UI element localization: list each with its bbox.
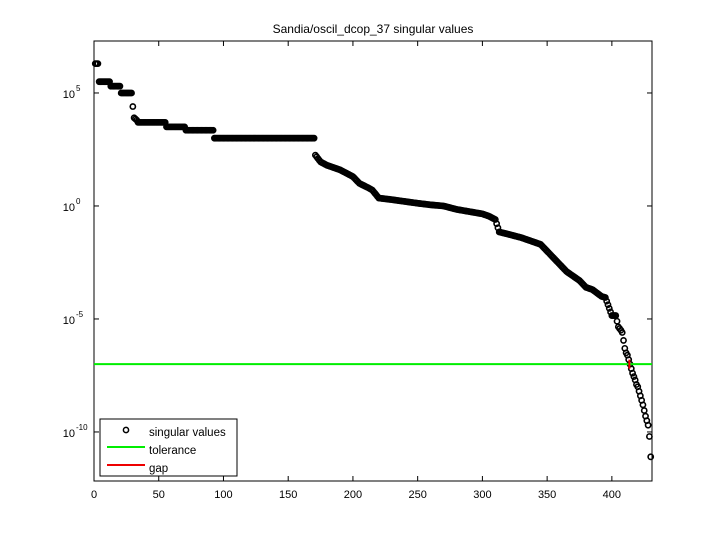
data-point <box>604 301 612 309</box>
data-point <box>646 433 653 440</box>
data-point <box>128 89 135 97</box>
x-tick-label: 0 <box>91 489 97 501</box>
y-tick-exponent: 0 <box>76 197 81 206</box>
data-point <box>644 421 652 429</box>
x-tick-label: 50 <box>153 489 165 501</box>
data-point <box>603 297 611 305</box>
data-point <box>629 369 636 377</box>
data-point <box>630 373 638 380</box>
x-tick-label: 300 <box>473 489 491 501</box>
data-point <box>116 82 124 90</box>
data-point <box>618 329 626 336</box>
chart-title: Sandia/oscil_dcop_37 singular values <box>273 22 474 36</box>
x-tick-label: 150 <box>279 489 297 501</box>
y-tick-exponent: -10 <box>76 423 88 432</box>
legend: singular values tolerance gap <box>99 418 238 477</box>
data-point <box>601 294 609 301</box>
y-tick-exponent: -5 <box>76 310 84 319</box>
y-tick-label: 10 <box>63 89 75 101</box>
y-tick-exponent: 5 <box>76 84 81 93</box>
data-point <box>605 304 613 312</box>
legend-circle-marker-icon <box>122 426 130 434</box>
x-tick-label: 200 <box>344 489 362 501</box>
data-point <box>94 60 102 67</box>
axes-frame <box>93 40 653 482</box>
x-tick-label: 100 <box>214 489 232 501</box>
x-tick-label: 400 <box>603 489 621 501</box>
y-tick-label: 10 <box>63 428 75 440</box>
data-point <box>129 103 137 110</box>
singular-values-series <box>91 60 655 461</box>
x-tick-label: 250 <box>408 489 426 501</box>
x-axis-ticks: 0 50 100 150 200 250 300 350 400 <box>91 41 621 501</box>
y-tick-label: 10 <box>63 202 75 214</box>
legend-label-tolerance: tolerance <box>149 445 196 457</box>
data-point <box>647 453 655 461</box>
legend-label-singular-values: singular values <box>149 427 226 439</box>
y-tick-label: 10 <box>63 315 75 327</box>
data-point <box>310 134 318 142</box>
legend-label-gap: gap <box>149 463 168 475</box>
x-tick-label: 350 <box>538 489 556 501</box>
data-point <box>209 126 217 134</box>
data-point <box>620 337 627 344</box>
